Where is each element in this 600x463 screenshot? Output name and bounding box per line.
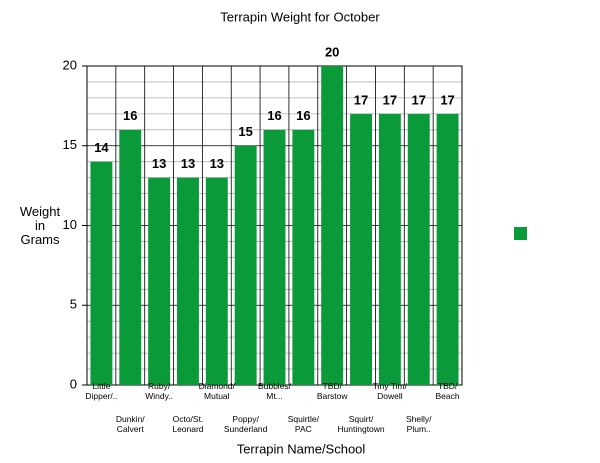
y-tick-label: 5 bbox=[70, 297, 77, 312]
x-tick-label: Ruby/ Windy.. bbox=[145, 381, 173, 401]
x-tick-label: Shelly/ Plum.. bbox=[405, 414, 432, 434]
x-tick-label: Dunkin/ Calvert bbox=[115, 414, 145, 434]
bar bbox=[378, 113, 401, 385]
bar bbox=[407, 113, 430, 385]
y-tick-label: 0 bbox=[70, 376, 77, 391]
x-tick-label: Tiny Tim/ Dowell bbox=[372, 381, 407, 401]
x-tick-label: Octo/St. Leonard bbox=[172, 414, 204, 434]
bar bbox=[436, 113, 459, 385]
x-tick-label: TBD/ Barstow bbox=[316, 381, 348, 401]
value-label: 17 bbox=[411, 92, 425, 107]
x-tick-label: Little Dipper/.. bbox=[85, 381, 118, 401]
legend-swatch bbox=[514, 227, 527, 240]
value-label: 13 bbox=[210, 156, 224, 171]
bar bbox=[350, 113, 372, 385]
x-tick-label: Poppy/ Sunderland bbox=[223, 414, 268, 434]
bar bbox=[90, 161, 113, 385]
x-tick-label: TBD/ Beach bbox=[435, 381, 460, 401]
y-axis-title: Weight in Grams bbox=[19, 204, 61, 247]
bar bbox=[321, 66, 344, 385]
bar bbox=[263, 129, 286, 385]
bar bbox=[292, 129, 315, 385]
y-tick-label: 20 bbox=[63, 57, 77, 72]
value-label: 17 bbox=[440, 92, 454, 107]
bar bbox=[119, 129, 142, 385]
bar bbox=[177, 177, 199, 385]
x-tick-label: Squirt/ Huntingtown bbox=[337, 414, 385, 434]
x-tick-label: Bubbles/ Mt... bbox=[257, 381, 292, 401]
value-label: 16 bbox=[123, 108, 137, 123]
x-tick-label: Diamond/ Mutual bbox=[198, 381, 235, 401]
chart-title: Terrapin Weight for October bbox=[220, 9, 380, 24]
bar bbox=[148, 177, 171, 385]
value-label: 16 bbox=[267, 108, 281, 123]
value-label: 14 bbox=[94, 140, 109, 155]
x-axis-title: Terrapin Name/School bbox=[237, 441, 366, 456]
y-tick-label: 10 bbox=[63, 217, 77, 232]
value-label: 20 bbox=[325, 44, 339, 59]
bar bbox=[234, 145, 257, 385]
value-label: 17 bbox=[383, 92, 397, 107]
y-tick-label: 15 bbox=[63, 137, 77, 152]
value-label: 17 bbox=[354, 92, 368, 107]
value-label: 13 bbox=[181, 156, 195, 171]
value-label: 16 bbox=[296, 108, 310, 123]
x-tick-label: Squirtle/ PAC bbox=[287, 414, 319, 434]
value-label: 15 bbox=[238, 124, 252, 139]
value-label: 13 bbox=[152, 156, 166, 171]
bar bbox=[205, 177, 228, 385]
